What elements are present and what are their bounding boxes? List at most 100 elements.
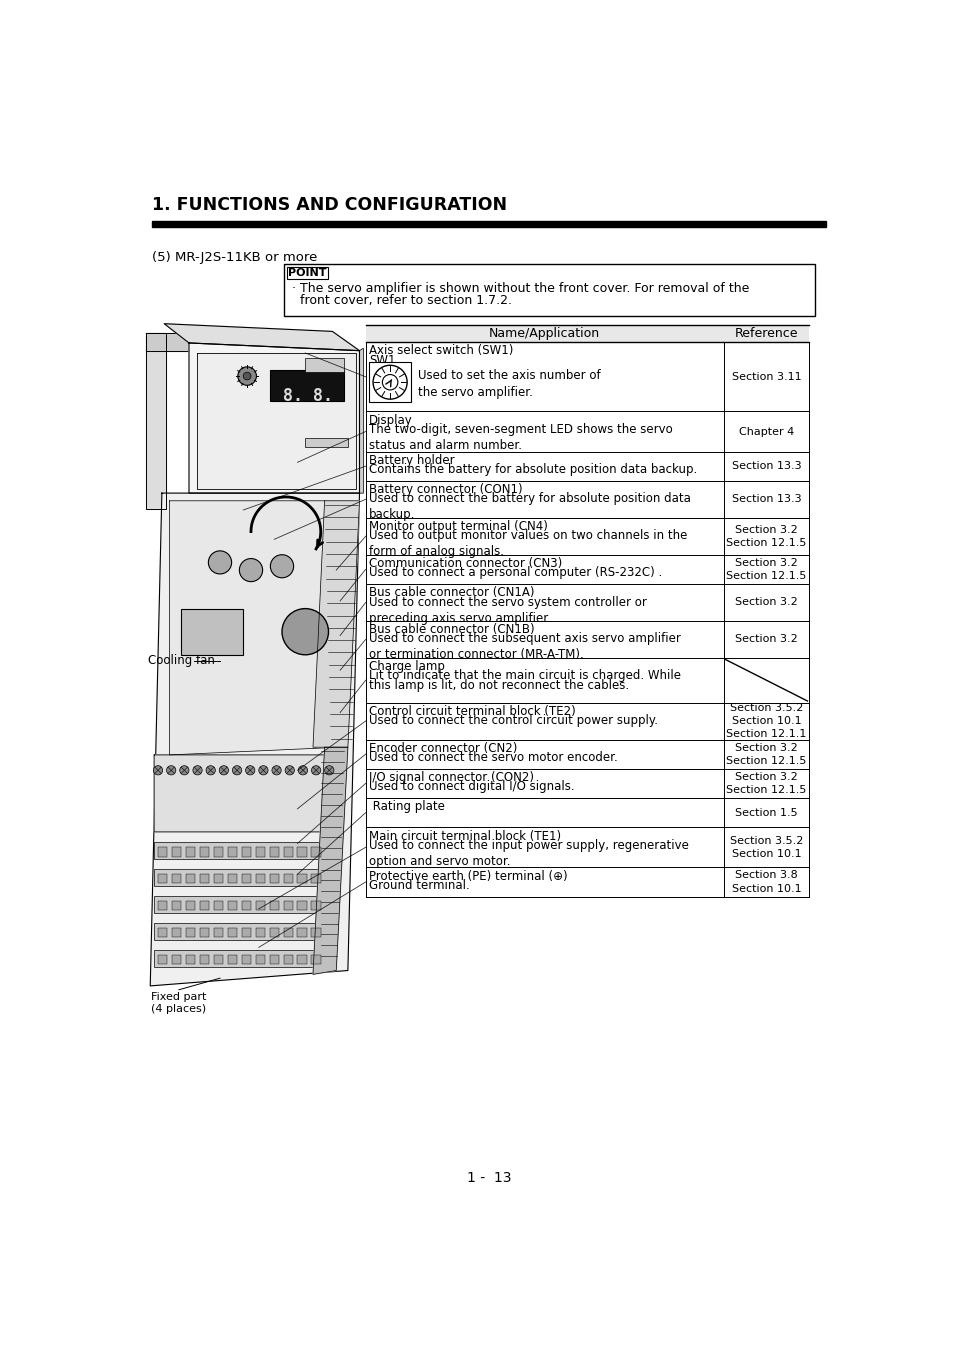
Bar: [241, 929, 251, 937]
Bar: [305, 358, 344, 373]
Bar: [154, 896, 332, 913]
Bar: [186, 875, 195, 883]
Bar: [270, 370, 344, 401]
Bar: [297, 954, 307, 964]
Bar: [172, 848, 181, 856]
Polygon shape: [154, 755, 344, 832]
Text: Protective earth (PE) terminal (⊕): Protective earth (PE) terminal (⊕): [369, 869, 567, 883]
Text: Used to output monitor values on two channels in the
form of analog signals.: Used to output monitor values on two cha…: [369, 529, 686, 559]
Text: I/O signal connector (CON2): I/O signal connector (CON2): [369, 771, 534, 784]
Text: Section 1.5: Section 1.5: [735, 807, 797, 818]
Polygon shape: [313, 747, 348, 975]
Bar: [283, 929, 293, 937]
Circle shape: [219, 765, 229, 775]
Bar: [241, 954, 251, 964]
Bar: [154, 869, 332, 886]
Bar: [311, 875, 320, 883]
Text: Battery connector (CON1): Battery connector (CON1): [369, 483, 522, 495]
Text: Monitor output terminal (CN4): Monitor output terminal (CN4): [369, 520, 547, 533]
Polygon shape: [196, 352, 355, 489]
Text: Encoder connector (CN2): Encoder connector (CN2): [369, 741, 517, 755]
Bar: [297, 902, 307, 910]
Circle shape: [206, 765, 215, 775]
Bar: [311, 848, 320, 856]
Circle shape: [233, 765, 241, 775]
Bar: [186, 954, 195, 964]
Text: Section 3.2
Section 12.1.5: Section 3.2 Section 12.1.5: [725, 772, 805, 795]
Bar: [241, 875, 251, 883]
Text: this lamp is lit, do not reconnect the cables.: this lamp is lit, do not reconnect the c…: [369, 679, 628, 691]
Text: Display: Display: [369, 414, 412, 427]
Text: Rating plate: Rating plate: [369, 801, 444, 813]
Text: Main circuit terminal block (TE1): Main circuit terminal block (TE1): [369, 830, 560, 842]
Circle shape: [243, 373, 251, 379]
Text: Used to connect the subsequent axis servo amplifier
or termination connector (MR: Used to connect the subsequent axis serv…: [369, 632, 679, 662]
Text: Used to connect the battery for absolute position data
backup.: Used to connect the battery for absolute…: [369, 493, 690, 521]
Bar: [199, 954, 209, 964]
Bar: [181, 609, 243, 655]
Text: Used to connect digital I/O signals.: Used to connect digital I/O signals.: [369, 780, 574, 794]
Text: Section 3.5.2
Section 10.1: Section 3.5.2 Section 10.1: [729, 836, 802, 859]
Bar: [152, 221, 825, 227]
Text: Section 13.3: Section 13.3: [731, 494, 801, 505]
Text: Ground terminal.: Ground terminal.: [369, 879, 469, 892]
Bar: [199, 875, 209, 883]
Polygon shape: [189, 343, 359, 493]
Bar: [172, 875, 181, 883]
Polygon shape: [170, 501, 352, 755]
Text: Used to connect the input power supply, regenerative
option and servo motor.: Used to connect the input power supply, …: [369, 838, 688, 868]
Text: Section 3.2: Section 3.2: [734, 634, 797, 644]
Bar: [255, 929, 265, 937]
Polygon shape: [164, 324, 359, 351]
Text: Bus cable connector (CN1B): Bus cable connector (CN1B): [369, 624, 534, 636]
Bar: [311, 954, 320, 964]
Bar: [270, 875, 278, 883]
Text: Bus cable connector (CN1A): Bus cable connector (CN1A): [369, 586, 534, 599]
Bar: [186, 929, 195, 937]
Bar: [213, 902, 223, 910]
Bar: [213, 848, 223, 856]
Bar: [270, 929, 278, 937]
Circle shape: [208, 551, 232, 574]
Circle shape: [167, 765, 175, 775]
Text: Section 3.5.2
Section 10.1
Section 12.1.1: Section 3.5.2 Section 10.1 Section 12.1.…: [725, 703, 805, 740]
Circle shape: [245, 765, 254, 775]
Bar: [283, 848, 293, 856]
Circle shape: [311, 765, 320, 775]
Circle shape: [193, 765, 202, 775]
Bar: [369, 362, 411, 402]
Bar: [283, 954, 293, 964]
Text: Section 3.2
Section 12.1.5: Section 3.2 Section 12.1.5: [725, 525, 805, 548]
Text: Section 3.2
Section 12.1.5: Section 3.2 Section 12.1.5: [725, 558, 805, 580]
Circle shape: [179, 765, 189, 775]
Bar: [255, 875, 265, 883]
Bar: [311, 902, 320, 910]
Text: Section 3.2: Section 3.2: [734, 598, 797, 608]
Bar: [284, 263, 815, 316]
Bar: [255, 954, 265, 964]
Text: Cooling fan: Cooling fan: [148, 655, 214, 667]
Text: Section 3.2
Section 12.1.5: Section 3.2 Section 12.1.5: [725, 743, 805, 765]
Text: Contains the battery for absolute position data backup.: Contains the battery for absolute positi…: [369, 463, 697, 477]
Bar: [228, 929, 236, 937]
Bar: [213, 875, 223, 883]
Text: Used to connect the control circuit power supply.: Used to connect the control circuit powe…: [369, 714, 658, 728]
Bar: [213, 954, 223, 964]
Bar: [270, 902, 278, 910]
Circle shape: [324, 765, 334, 775]
Bar: [228, 902, 236, 910]
Bar: [199, 929, 209, 937]
Text: The two-digit, seven-segment LED shows the servo
status and alarm number.: The two-digit, seven-segment LED shows t…: [369, 423, 672, 452]
Circle shape: [272, 765, 281, 775]
Circle shape: [282, 609, 328, 655]
Bar: [199, 902, 209, 910]
Polygon shape: [359, 348, 363, 493]
Polygon shape: [146, 333, 228, 351]
Text: front cover, refer to section 1.7.2.: front cover, refer to section 1.7.2.: [292, 294, 512, 308]
Bar: [154, 949, 332, 967]
Circle shape: [285, 765, 294, 775]
Text: Name/Application: Name/Application: [489, 327, 599, 340]
Bar: [228, 848, 236, 856]
Text: Section 3.8
Section 10.1: Section 3.8 Section 10.1: [731, 871, 801, 894]
Bar: [213, 929, 223, 937]
